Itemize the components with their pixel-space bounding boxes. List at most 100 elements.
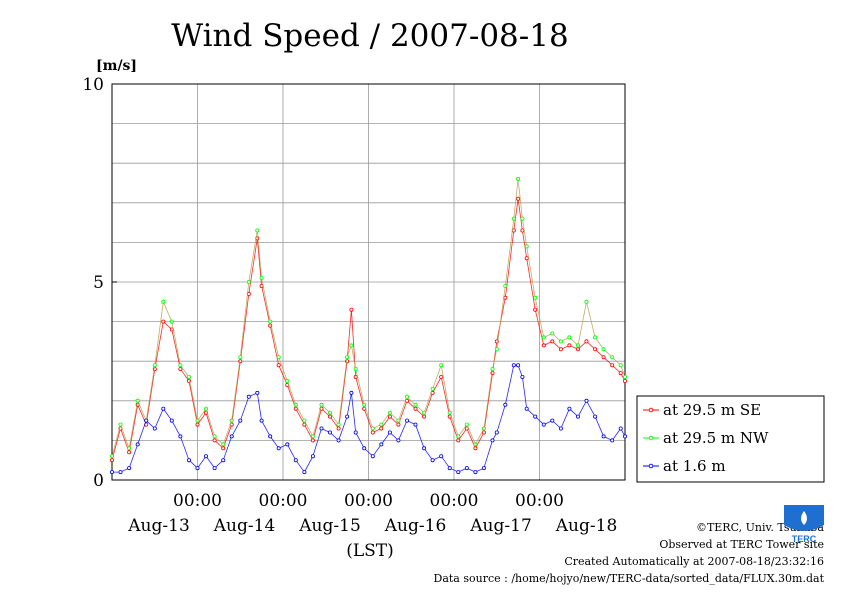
data-point [618,371,623,376]
legend-item: at 29.5 m SE [643,401,761,419]
data-point [349,390,354,395]
data-point [302,422,307,427]
data-point [349,343,354,348]
data-point [229,418,234,423]
data-point [481,430,486,435]
x-time-label: 00:00 [430,491,479,511]
data-point [353,430,358,435]
data-point [387,410,392,415]
data-point [127,466,132,471]
data-point [567,406,572,411]
data-point [618,426,623,431]
data-point [327,430,332,435]
data-point [439,454,444,459]
data-point [524,406,529,411]
data-point [127,446,132,451]
legend-swatch-marker [648,407,654,413]
data-point [593,347,598,352]
data-point [327,414,332,419]
data-point [259,418,264,423]
data-point [178,434,183,439]
data-point [520,374,525,379]
data-point [413,406,418,411]
data-point [481,426,486,431]
data-point [302,418,307,423]
data-point [456,434,461,439]
credit-observed: Observed at TERC Tower site [659,538,824,551]
legend-label: at 29.5 m SE [663,401,761,419]
series-1 [110,176,628,459]
x-day-label: Aug-18 [555,516,617,536]
data-point [520,216,525,221]
data-point [511,216,516,221]
data-point [623,378,628,383]
terc-logo: TERC [784,505,824,544]
data-point [259,275,264,280]
series-layer [110,176,628,475]
data-point [118,470,123,475]
credit-copyright: ©TERC, Univ. Tsukuba [695,521,824,534]
data-point [370,426,375,431]
data-point [387,430,392,435]
data-point [370,454,375,459]
x-day-label: Aug-13 [127,516,189,536]
data-point [203,454,208,459]
data-point [238,355,243,360]
data-point [524,256,529,261]
data-point [558,347,563,352]
legend-box [636,395,825,483]
data-point [404,418,409,423]
data-point [473,446,478,451]
data-point [584,398,589,403]
data-point [541,422,546,427]
data-point [473,442,478,447]
data-point [293,406,298,411]
data-point [221,446,226,451]
data-point [255,390,260,395]
data-point [212,438,217,443]
data-point [276,355,281,360]
data-point [541,343,546,348]
grid [112,84,625,480]
x-axis-label: (LST) [346,541,394,561]
data-point [195,418,200,423]
data-point [345,355,350,360]
data-point [203,406,208,411]
data-point [276,446,281,451]
data-point [558,426,563,431]
data-point [345,414,350,419]
data-point [349,307,354,312]
data-point [127,450,132,455]
y-tick-label: 5 [93,273,104,293]
x-day-label: Aug-17 [469,516,531,536]
data-point [593,335,598,340]
data-point [396,418,401,423]
data-point [439,374,444,379]
data-point [387,414,392,419]
data-point [212,466,217,471]
logo-text: TERC [792,534,817,544]
chart-title: Wind Speed / 2007-08-18 [171,18,568,54]
data-point [464,466,469,471]
data-point [533,414,538,419]
data-point [447,410,452,415]
credits: ©TERC, Univ. Tsukuba Observed at TERC To… [434,519,825,587]
legend-label: at 1.6 m [663,457,726,475]
data-point [336,426,341,431]
legend-swatch-marker [648,463,654,469]
data-point [396,422,401,427]
data-point [422,410,427,415]
credit-data-source: Data source : /home/hojyo/new/TERC-data/… [433,572,825,585]
data-point [623,374,628,379]
data-point [503,283,508,288]
data-point [310,438,315,443]
data-point [310,434,315,439]
data-point [135,442,140,447]
data-point [456,438,461,443]
data-point [379,422,384,427]
legend-swatch-marker [648,435,654,441]
data-point [524,244,529,249]
data-point [413,402,418,407]
data-point [623,434,628,439]
